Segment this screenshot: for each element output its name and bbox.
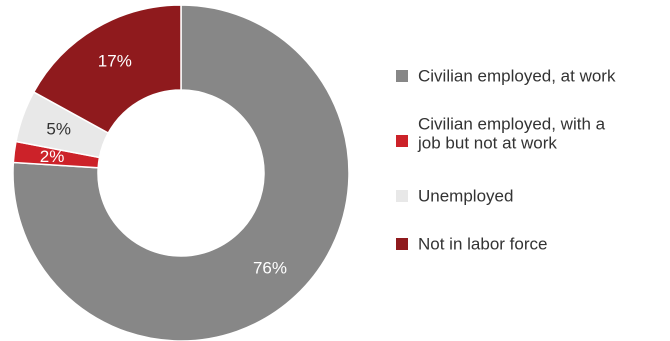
donut-value-labels: 76% 2% 5% 17% [40, 52, 287, 278]
legend-label-unemployed: Unemployed [418, 187, 513, 206]
legend-item-not-in-labor-force: Not in labor force [396, 235, 547, 254]
legend-swatch-not-in-labor-force [396, 238, 408, 250]
legend-swatch-unemployed [396, 190, 408, 202]
legend-item-at-work: Civilian employed, at work [396, 67, 616, 86]
value-label-unemployed: 5% [46, 119, 71, 138]
legend-label-at-work: Civilian employed, at work [418, 67, 616, 86]
legend-swatch-not-at-work [396, 135, 408, 147]
legend-swatch-at-work [396, 70, 408, 82]
legend-label-not-at-work: Civilian employed, with a job but not at … [417, 115, 606, 153]
legend: Civilian employed, at work Civilian emplo… [396, 67, 616, 254]
donut-slice-not-in-labor-force [32, 4, 182, 135]
value-label-at-work: 76% [253, 258, 287, 277]
legend-label-not-in-labor-force: Not in labor force [418, 235, 547, 254]
donut-slices [12, 4, 350, 341]
value-label-not-at-work: 2% [40, 147, 65, 166]
value-label-not-in-labor-force: 17% [98, 52, 132, 71]
donut-slice-at-work [12, 4, 350, 341]
legend-item-unemployed: Unemployed [396, 187, 513, 206]
legend-item-not-at-work: Civilian employed, with a job but not at … [396, 115, 606, 153]
